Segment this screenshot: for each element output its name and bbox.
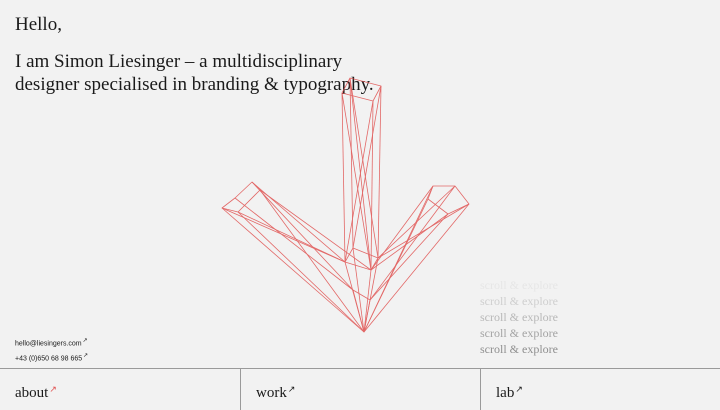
nav-link-lab[interactable]: lab↗	[496, 381, 523, 402]
greeting: Hello,	[15, 14, 62, 35]
scroll-hint-line: scroll & explore	[480, 342, 558, 356]
email-text: hello@liesingers.com	[15, 340, 82, 348]
phone-text: +43 (0)650 68 98 665	[15, 355, 83, 363]
nav-label-work: work	[256, 385, 287, 401]
nav-link-work[interactable]: work↗	[256, 381, 295, 402]
contact-info: hello@liesingers.com↗ +43 (0)650 68 98 6…	[15, 335, 88, 366]
scroll-hint: scroll & explore scroll & explore scroll…	[480, 277, 558, 357]
external-arrow-icon: ↗	[83, 353, 89, 360]
intro-line-1: I am Simon Liesinger – a multidisciplina…	[15, 51, 343, 72]
nav-link-about[interactable]: about↗	[15, 381, 57, 402]
arrow-up-right-icon: ↗	[515, 385, 523, 395]
phone-link[interactable]: +43 (0)650 68 98 665↗	[15, 350, 88, 365]
nav-label-about: about	[15, 385, 49, 401]
scroll-hint-line: scroll & explore	[480, 310, 558, 324]
email-link[interactable]: hello@liesingers.com↗	[15, 335, 88, 350]
arrow-up-right-icon: ↗	[287, 385, 296, 395]
intro-line-2: designer specialised in branding & typog…	[15, 74, 374, 95]
nav-cell-lab: lab↗	[480, 369, 720, 410]
scroll-hint-line: scroll & explore	[480, 278, 558, 292]
nav-label-lab: lab	[496, 385, 515, 401]
nav-cell-work: work↗	[240, 369, 480, 410]
nav-cell-about: about↗	[0, 369, 240, 410]
arrow-up-right-icon: ↗	[49, 385, 57, 395]
scroll-hint-line: scroll & explore	[480, 326, 558, 340]
bottom-nav: about↗ work↗ lab↗	[0, 368, 720, 410]
external-arrow-icon: ↗	[82, 338, 88, 344]
intro-text: I am Simon Liesinger – a multidisciplina…	[15, 50, 374, 96]
scroll-hint-line: scroll & explore	[480, 294, 558, 308]
